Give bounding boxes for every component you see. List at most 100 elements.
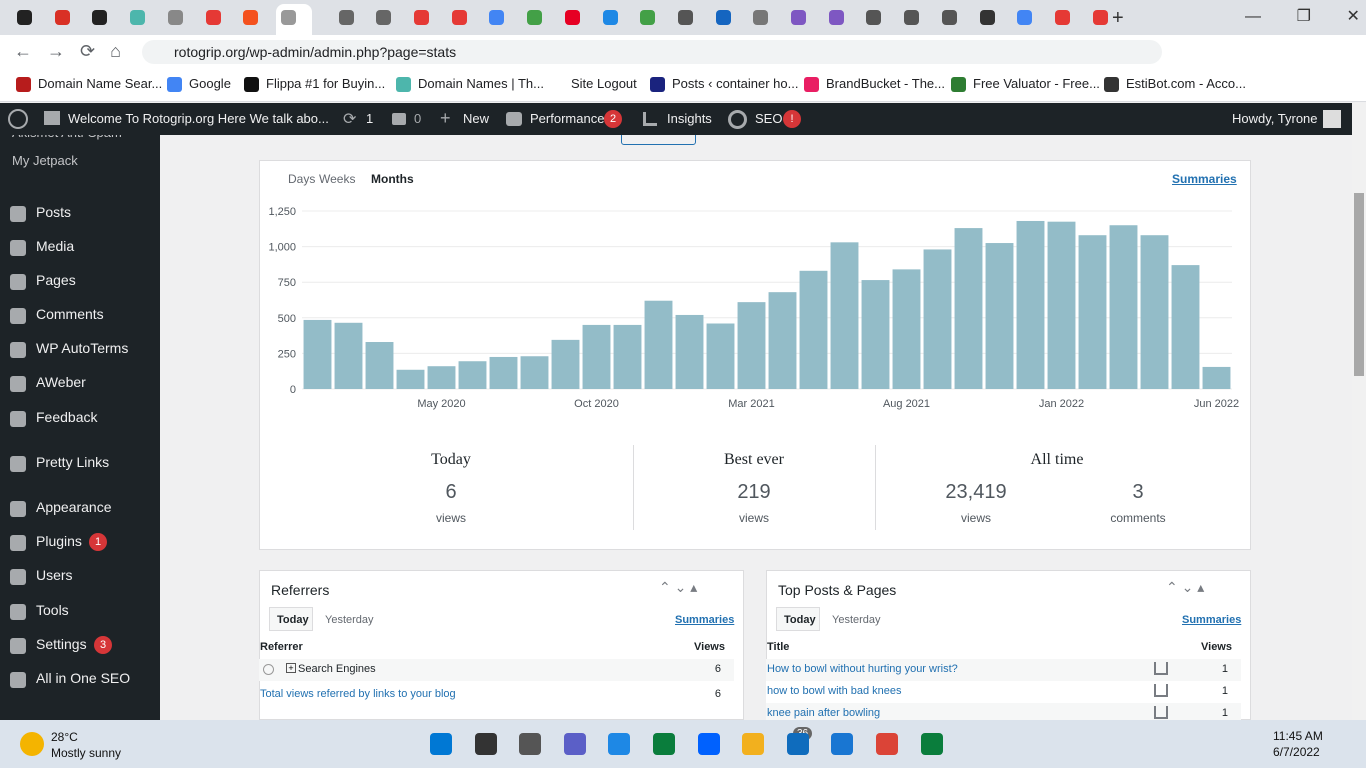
tab[interactable]: Today [277,614,309,626]
summaries-link[interactable]: Summaries [1172,172,1237,186]
menu-item[interactable]: Pages [36,272,76,288]
tab[interactable] [791,10,806,25]
site-name[interactable]: Welcome To Rotogrip.org Here We talk abo… [68,111,329,126]
menu-item[interactable]: My Jetpack [12,153,78,168]
taskbar-app[interactable] [474,733,497,755]
bar [365,342,394,389]
performance-link[interactable]: Performance [530,111,605,126]
taskbar-app[interactable] [786,733,809,755]
bar [706,323,735,389]
menu-item[interactable]: Users [36,567,73,583]
tab[interactable] [167,10,183,25]
taskbar-app[interactable] [430,733,452,755]
summaries-link[interactable]: Summaries [1182,614,1242,626]
taskbar-app[interactable] [920,733,943,755]
menu-item[interactable]: WP AutoTerms [36,340,129,356]
tab[interactable] [527,10,543,25]
scrollbar[interactable] [1352,103,1366,720]
taskbar-app[interactable] [608,733,631,755]
tab[interactable] [1054,10,1070,25]
new-link[interactable]: New [463,111,490,126]
panel-controls[interactable]: ⌃ ⌄ ▴ [1166,579,1205,595]
tab[interactable] [130,10,146,25]
tab[interactable] [753,10,769,25]
tab[interactable] [904,10,920,25]
tab[interactable] [866,10,882,25]
tab[interactable] [941,10,957,25]
updates-count[interactable]: 1 [366,111,374,126]
tab[interactable]: Yesterday [832,614,881,626]
period-tab[interactable]: Weeks [319,172,356,186]
tab[interactable] [338,10,354,25]
total-link[interactable]: Total views referred by links to your bl… [260,688,456,700]
tab[interactable] [17,10,32,25]
menu-item[interactable]: Appearance [36,499,112,515]
taskbar-app[interactable] [876,733,898,755]
menu-item[interactable]: Posts [36,204,72,220]
bookmark[interactable]: EstiBot.com - Acco... [1126,76,1246,91]
tab[interactable] [1092,10,1108,25]
menu-item[interactable]: Pretty Links [36,454,110,470]
period-tab[interactable]: Months [371,172,414,186]
show-me-button[interactable] [621,135,696,145]
tab[interactable] [489,10,505,25]
panel-controls[interactable]: ⌃ ⌄ ▴ [659,579,698,595]
tab[interactable] [451,10,467,25]
menu-item[interactable]: Akismet Anti-Spam [12,135,122,140]
tab[interactable] [602,10,618,25]
taskbar-app[interactable] [697,733,720,755]
post-link[interactable]: knee pain after bowling [767,707,881,719]
scroll-thumb[interactable] [1354,193,1364,376]
menu-item[interactable]: Feedback [36,409,98,425]
post-link[interactable]: How to bowl without hurting your wrist? [767,663,958,675]
menu-item[interactable]: Settings [36,636,87,652]
taskbar-app[interactable] [831,733,854,755]
tab[interactable] [564,10,580,25]
tab[interactable] [205,10,221,25]
bookmark[interactable]: Posts ‹ container ho... [672,76,799,91]
wp-logo[interactable] [8,109,28,129]
menu-item[interactable]: All in One SEO [36,670,131,686]
tab[interactable] [828,10,844,25]
post-link[interactable]: how to bowl with bad knees [767,685,902,697]
tab[interactable] [715,10,731,25]
tab[interactable] [243,10,259,25]
tab[interactable] [1017,10,1033,25]
menu-item[interactable]: Plugins [36,533,82,549]
menu-item[interactable]: Tools [36,602,69,618]
bookmark[interactable]: BrandBucket - The... [826,76,945,91]
tab[interactable] [376,10,392,25]
bookmark[interactable]: Google [189,76,231,91]
tab[interactable] [640,10,656,25]
tab[interactable] [414,10,429,25]
new-tab[interactable]: + [1112,7,1124,29]
tab[interactable]: Yesterday [325,614,374,626]
menu-item[interactable]: Comments [36,306,104,322]
bookmark[interactable]: Domain Names | Th... [418,76,544,91]
tab[interactable]: Today [784,614,816,626]
tab[interactable] [280,10,296,25]
tab[interactable] [677,10,693,25]
omnibox[interactable]: rotogrip.org/wp-admin/admin.php?page=sta… [142,40,1162,64]
period-tab[interactable]: Days [288,172,316,186]
window-controls[interactable]: — ❐ ✕ [1245,8,1360,25]
seo-link[interactable]: SEO [755,111,783,126]
menu-item[interactable]: Media [36,238,75,254]
insights-link[interactable]: Insights [667,111,712,126]
bookmark[interactable]: Flippa #1 for Buyin... [266,76,386,91]
comments-count[interactable]: 0 [414,111,422,126]
bookmark[interactable]: Free Valuator - Free... [973,76,1100,91]
tab[interactable] [54,10,70,25]
tab[interactable] [92,10,108,25]
bookmark[interactable]: Site Logout [571,76,637,91]
tab[interactable] [979,10,995,25]
summaries-link[interactable]: Summaries [675,614,735,626]
taskbar-app[interactable] [519,733,542,755]
menu-item[interactable]: AWeber [36,374,86,390]
taskbar-app[interactable] [563,733,586,755]
nav-buttons[interactable]: ← → ⟳ ⌂ [14,41,121,61]
user-greeting[interactable]: Howdy, Tyrone [1232,111,1318,126]
taskbar-app[interactable] [742,733,765,755]
taskbar-app[interactable] [653,733,675,755]
bookmark[interactable]: Domain Name Sear... [38,76,163,91]
